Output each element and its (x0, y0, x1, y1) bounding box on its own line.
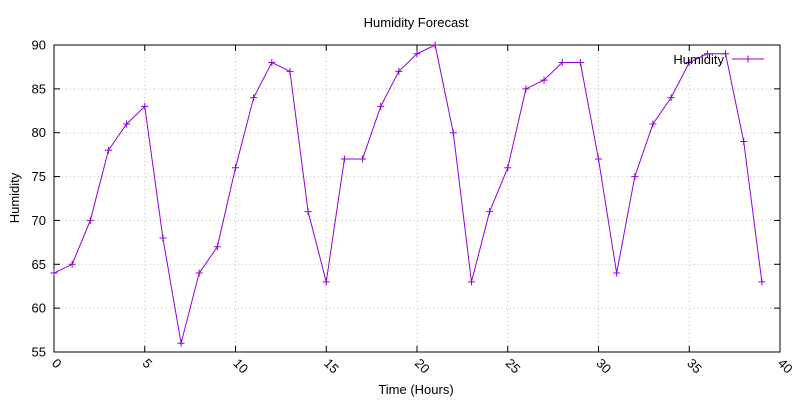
axis-ticks (53, 44, 781, 353)
data-point-marker (213, 243, 221, 251)
data-point-marker (722, 50, 730, 58)
data-point-marker (86, 216, 94, 224)
data-point-marker (123, 120, 131, 128)
data-point-marker (467, 278, 475, 286)
y-tick-label: 75 (32, 169, 46, 184)
data-point-marker (758, 278, 766, 286)
data-point-marker (631, 173, 639, 181)
data-point-marker (340, 155, 348, 163)
y-tick-label: 90 (32, 38, 46, 53)
data-point-marker (685, 59, 693, 67)
data-point-marker (703, 50, 711, 58)
x-axis-title: Time (Hours) (378, 382, 453, 397)
data-point-marker (576, 59, 584, 67)
data-point-marker (522, 85, 530, 93)
y-tick-label: 65 (32, 257, 46, 272)
data-point-marker (177, 339, 185, 347)
data-point-marker (304, 208, 312, 216)
data-point-marker (50, 269, 58, 277)
data-point-marker (104, 146, 112, 154)
data-point-marker (740, 137, 748, 145)
data-point-marker (359, 155, 367, 163)
data-point-marker (195, 269, 203, 277)
data-point-marker (540, 76, 548, 84)
data-point-marker (595, 155, 602, 163)
series-line (53, 44, 763, 344)
y-tick-labels: 55 60 65 70 75 80 85 90 (32, 38, 46, 360)
legend-marker-sample (744, 55, 752, 63)
data-point-marker (268, 59, 276, 67)
data-point-marker (449, 129, 457, 137)
y-tick-label: 85 (32, 81, 46, 96)
data-point-marker (395, 67, 403, 75)
data-point-marker (286, 67, 294, 75)
y-tick-label: 55 (32, 345, 46, 360)
y-tick-label: 60 (32, 301, 46, 316)
data-point-marker (431, 41, 439, 49)
data-point-marker (558, 59, 566, 67)
series-layer (50, 41, 766, 347)
data-point-marker (377, 102, 385, 110)
chart-title: Humidity Forecast (364, 15, 469, 30)
data-point-marker (649, 120, 657, 128)
data-point-marker (486, 208, 494, 216)
data-point-marker (667, 94, 675, 102)
data-point-marker (250, 94, 258, 102)
data-point-marker (613, 269, 621, 277)
data-point-marker (68, 260, 76, 268)
data-point-marker (159, 234, 167, 242)
data-point-marker (322, 278, 330, 286)
data-point-marker (413, 50, 421, 58)
legend-label: Humidity (673, 52, 724, 67)
y-tick-label: 70 (32, 213, 46, 228)
data-point-marker (141, 102, 149, 110)
data-point-marker (504, 164, 512, 172)
data-point-marker (232, 164, 239, 172)
y-tick-label: 80 (32, 125, 46, 140)
y-axis-title: Humidity (7, 172, 22, 223)
legend: Humidity (673, 52, 764, 67)
